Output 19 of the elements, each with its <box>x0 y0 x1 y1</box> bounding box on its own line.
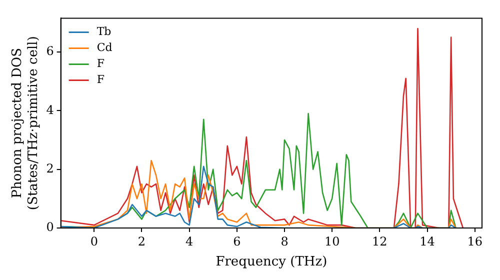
y-tick-label: 0 <box>46 220 54 234</box>
x-tick-label: 10 <box>324 234 340 248</box>
y-tick-label: 6 <box>46 44 54 58</box>
x-tick-label: 2 <box>138 234 146 248</box>
y-tick-label: 4 <box>46 102 54 117</box>
x-axis-title: Frequency (THz) <box>216 254 328 270</box>
y-axis-title: Phonon projected DOS (States/THz·primitive cell) <box>10 36 41 210</box>
x-tick-label: 8 <box>280 234 288 248</box>
legend-label: F <box>96 57 105 70</box>
legend-label: Tb <box>96 25 112 38</box>
x-tick-label: 4 <box>186 234 194 248</box>
x-tick-label: 12 <box>372 234 388 248</box>
legend-label: F <box>96 73 105 86</box>
x-tick-label: 0 <box>90 234 98 248</box>
legend-label: Cd <box>96 41 112 54</box>
x-tick-label: 14 <box>420 234 436 248</box>
x-tick-label: 6 <box>233 234 241 248</box>
x-tick-label: 16 <box>467 234 482 248</box>
y-tick-label: 2 <box>46 161 54 176</box>
